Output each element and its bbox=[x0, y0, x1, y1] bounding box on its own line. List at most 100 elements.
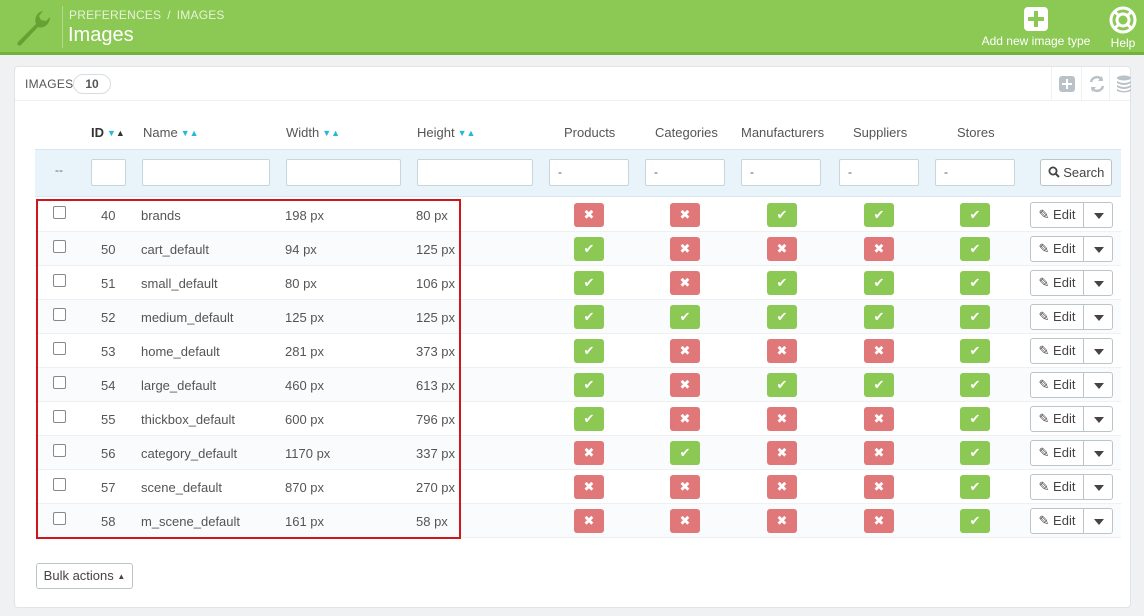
check-icon[interactable]: ✔ bbox=[960, 407, 990, 431]
row-actions-dropdown[interactable] bbox=[1083, 338, 1113, 364]
check-icon[interactable]: ✔ bbox=[960, 305, 990, 329]
add-new-image-type-button[interactable]: Add new image type bbox=[978, 6, 1094, 48]
row-checkbox[interactable] bbox=[53, 206, 66, 219]
check-icon[interactable]: ✔ bbox=[767, 271, 797, 295]
check-icon[interactable]: ✔ bbox=[960, 203, 990, 227]
check-icon[interactable]: ✔ bbox=[574, 305, 604, 329]
cross-icon[interactable]: ✖ bbox=[767, 237, 797, 261]
check-icon[interactable]: ✔ bbox=[864, 271, 894, 295]
row-checkbox[interactable] bbox=[53, 444, 66, 457]
edit-button[interactable]: ✎ Edit bbox=[1030, 202, 1084, 228]
table-row[interactable]: 54 large_default 460 px 613 px ✔ ✖ ✔ ✔ ✔ ✎ Edit bbox=[35, 368, 1121, 402]
check-icon[interactable]: ✔ bbox=[864, 305, 894, 329]
row-checkbox[interactable] bbox=[53, 410, 66, 423]
sort-arrows-icon[interactable]: ▼▲ bbox=[322, 128, 341, 138]
edit-button[interactable]: ✎ Edit bbox=[1030, 304, 1084, 330]
check-icon[interactable]: ✔ bbox=[864, 373, 894, 397]
table-row[interactable]: 52 medium_default 125 px 125 px ✔ ✔ ✔ ✔ ✔ ✎ Edit bbox=[35, 300, 1121, 334]
help-button[interactable]: Help bbox=[1104, 6, 1142, 50]
cross-icon[interactable]: ✖ bbox=[670, 509, 700, 533]
row-actions-dropdown[interactable] bbox=[1083, 304, 1113, 330]
row-actions-dropdown[interactable] bbox=[1083, 372, 1113, 398]
column-header-id[interactable]: ID ▼▲ bbox=[91, 125, 125, 140]
cross-icon[interactable]: ✖ bbox=[864, 475, 894, 499]
cross-icon[interactable]: ✖ bbox=[670, 475, 700, 499]
check-icon[interactable]: ✔ bbox=[670, 305, 700, 329]
cross-icon[interactable]: ✖ bbox=[670, 339, 700, 363]
filter-manufacturers-select[interactable]: - bbox=[741, 159, 821, 186]
cross-icon[interactable]: ✖ bbox=[767, 509, 797, 533]
row-checkbox[interactable] bbox=[53, 376, 66, 389]
check-icon[interactable]: ✔ bbox=[767, 373, 797, 397]
check-icon[interactable]: ✔ bbox=[574, 271, 604, 295]
row-actions-dropdown[interactable] bbox=[1083, 508, 1113, 534]
edit-button[interactable]: ✎ Edit bbox=[1030, 508, 1084, 534]
cross-icon[interactable]: ✖ bbox=[864, 237, 894, 261]
sort-arrows-icon[interactable]: ▼▲ bbox=[180, 128, 199, 138]
cross-icon[interactable]: ✖ bbox=[767, 475, 797, 499]
cross-icon[interactable]: ✖ bbox=[864, 509, 894, 533]
filter-id-input[interactable] bbox=[91, 159, 126, 186]
database-icon[interactable] bbox=[1114, 74, 1134, 94]
check-icon[interactable]: ✔ bbox=[960, 373, 990, 397]
filter-name-input[interactable] bbox=[142, 159, 270, 186]
breadcrumb-item-preferences[interactable]: PREFERENCES bbox=[69, 8, 162, 22]
check-icon[interactable]: ✔ bbox=[574, 373, 604, 397]
filter-height-input[interactable] bbox=[417, 159, 533, 186]
filter-stores-select[interactable]: - bbox=[935, 159, 1015, 186]
row-actions-dropdown[interactable] bbox=[1083, 236, 1113, 262]
row-actions-dropdown[interactable] bbox=[1083, 202, 1113, 228]
check-icon[interactable]: ✔ bbox=[960, 271, 990, 295]
check-icon[interactable]: ✔ bbox=[670, 441, 700, 465]
edit-button[interactable]: ✎ Edit bbox=[1030, 406, 1084, 432]
check-icon[interactable]: ✔ bbox=[767, 203, 797, 227]
check-icon[interactable]: ✔ bbox=[960, 475, 990, 499]
table-row[interactable]: 56 category_default 1170 px 337 px ✖ ✔ ✖ ✖ ✔ ✎ Ed… bbox=[35, 436, 1121, 470]
row-checkbox[interactable] bbox=[53, 308, 66, 321]
edit-button[interactable]: ✎ Edit bbox=[1030, 372, 1084, 398]
cross-icon[interactable]: ✖ bbox=[670, 373, 700, 397]
filter-width-input[interactable] bbox=[286, 159, 401, 186]
cross-icon[interactable]: ✖ bbox=[670, 203, 700, 227]
sort-arrows-icon[interactable]: ▼▲ bbox=[107, 128, 125, 138]
cross-icon[interactable]: ✖ bbox=[767, 441, 797, 465]
breadcrumb-item-images[interactable]: IMAGES bbox=[176, 8, 225, 22]
edit-button[interactable]: ✎ Edit bbox=[1030, 338, 1084, 364]
column-header-name[interactable]: Name ▼▲ bbox=[143, 125, 199, 140]
cross-icon[interactable]: ✖ bbox=[574, 509, 604, 533]
cross-icon[interactable]: ✖ bbox=[767, 339, 797, 363]
check-icon[interactable]: ✔ bbox=[864, 203, 894, 227]
edit-button[interactable]: ✎ Edit bbox=[1030, 440, 1084, 466]
check-icon[interactable]: ✔ bbox=[574, 407, 604, 431]
row-actions-dropdown[interactable] bbox=[1083, 440, 1113, 466]
edit-button[interactable]: ✎ Edit bbox=[1030, 270, 1084, 296]
cross-icon[interactable]: ✖ bbox=[574, 475, 604, 499]
table-row[interactable]: 57 scene_default 870 px 270 px ✖ ✖ ✖ ✖ ✔ ✎ Edit bbox=[35, 470, 1121, 504]
cross-icon[interactable]: ✖ bbox=[767, 407, 797, 431]
cross-icon[interactable]: ✖ bbox=[670, 237, 700, 261]
check-icon[interactable]: ✔ bbox=[960, 237, 990, 261]
cross-icon[interactable]: ✖ bbox=[864, 407, 894, 431]
check-icon[interactable]: ✔ bbox=[574, 339, 604, 363]
table-row[interactable]: 51 small_default 80 px 106 px ✔ ✖ ✔ ✔ ✔ ✎ Edit bbox=[35, 266, 1121, 300]
sort-arrows-icon[interactable]: ▼▲ bbox=[457, 128, 476, 138]
column-header-width[interactable]: Width ▼▲ bbox=[286, 125, 340, 140]
check-icon[interactable]: ✔ bbox=[767, 305, 797, 329]
row-checkbox[interactable] bbox=[53, 478, 66, 491]
cross-icon[interactable]: ✖ bbox=[574, 203, 604, 227]
filter-suppliers-select[interactable]: - bbox=[839, 159, 919, 186]
check-icon[interactable]: ✔ bbox=[960, 509, 990, 533]
check-icon[interactable]: ✔ bbox=[960, 339, 990, 363]
bulk-actions-button[interactable]: Bulk actions ▲ bbox=[36, 563, 133, 589]
row-actions-dropdown[interactable] bbox=[1083, 406, 1113, 432]
check-icon[interactable]: ✔ bbox=[574, 237, 604, 261]
row-checkbox[interactable] bbox=[53, 274, 66, 287]
column-header-height[interactable]: Height ▼▲ bbox=[417, 125, 475, 140]
table-row[interactable]: 40 brands 198 px 80 px ✖ ✖ ✔ ✔ ✔ ✎ Edit bbox=[35, 198, 1121, 232]
row-actions-dropdown[interactable] bbox=[1083, 270, 1113, 296]
filter-products-select[interactable]: - bbox=[549, 159, 629, 186]
cross-icon[interactable]: ✖ bbox=[864, 441, 894, 465]
search-button[interactable]: Search bbox=[1040, 159, 1112, 186]
row-checkbox[interactable] bbox=[53, 240, 66, 253]
cross-icon[interactable]: ✖ bbox=[670, 407, 700, 431]
